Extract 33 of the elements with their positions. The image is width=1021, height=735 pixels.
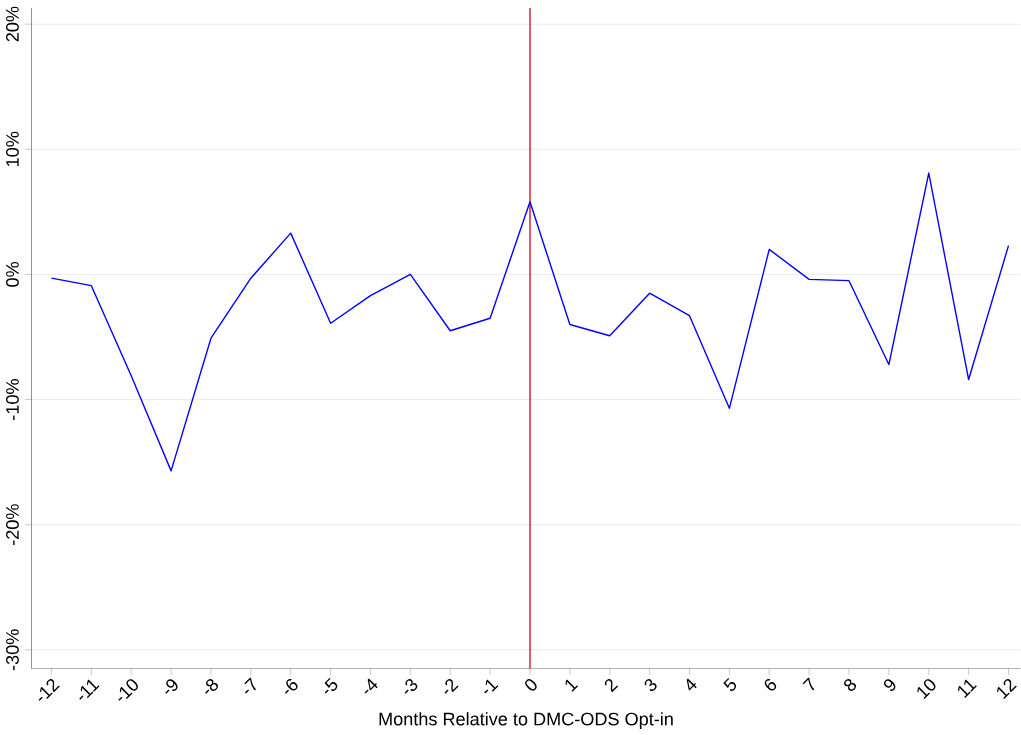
x-tick-label: 5 bbox=[723, 677, 737, 691]
y-tick-label: 10% bbox=[6, 131, 19, 166]
x-tick-label: 8 bbox=[844, 678, 857, 691]
x-tick-label: -5 bbox=[324, 677, 338, 694]
x-tick-label: 2 bbox=[604, 678, 619, 693]
x-tick-label: 3 bbox=[644, 678, 657, 691]
x-tick-label: -7 bbox=[244, 677, 256, 694]
x-tick-label: 4 bbox=[686, 678, 697, 691]
x-tick-label: 6 bbox=[764, 678, 777, 691]
x-tick-label: 10 bbox=[917, 679, 936, 699]
x-tick-label: -6 bbox=[284, 678, 298, 694]
x-tick-label: 7 bbox=[802, 677, 815, 691]
x-tick-label: -1 bbox=[484, 679, 499, 694]
x-tick-label: -3 bbox=[404, 678, 418, 694]
x-tick-label: 1 bbox=[565, 679, 579, 692]
x-tick-label: -2 bbox=[444, 678, 459, 694]
y-tick-label: -10% bbox=[6, 379, 19, 420]
y-tick-label: -20% bbox=[6, 504, 19, 545]
x-tick-label: 0 bbox=[525, 679, 537, 691]
x-tick-label: -9 bbox=[165, 679, 178, 694]
y-tick-label: 0% bbox=[6, 261, 19, 287]
x-axis-title: Months Relative to DMC-ODS Opt-in bbox=[379, 712, 673, 729]
y-tick-label: -30% bbox=[6, 629, 19, 671]
x-tick-label: 9 bbox=[883, 679, 896, 691]
x-tick-label: 12 bbox=[997, 678, 1017, 699]
x-tick-label: -12 bbox=[38, 678, 60, 701]
x-tick-label: -8 bbox=[205, 678, 219, 694]
x-tick-label: -4 bbox=[364, 678, 378, 694]
line-series bbox=[50, 172, 1010, 472]
y-tick-label: 20% bbox=[6, 6, 19, 42]
x-tick-label: -11 bbox=[79, 679, 100, 700]
x-tick-label: -10 bbox=[118, 679, 138, 701]
x-tick-label: 11 bbox=[958, 679, 977, 698]
